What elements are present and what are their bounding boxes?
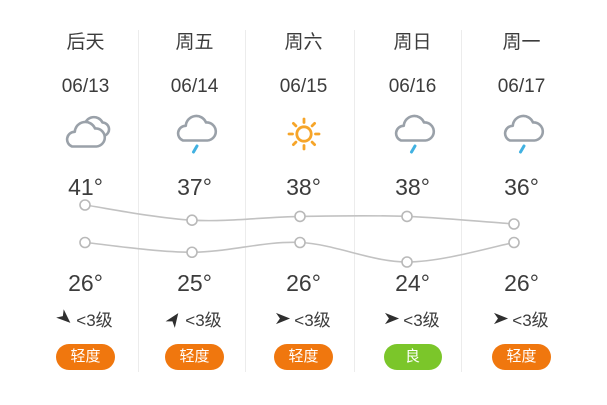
wind-strength: <3级: [76, 310, 113, 330]
date-label: 06/13: [61, 76, 110, 97]
aqi-badge[interactable]: 轻度: [492, 344, 551, 370]
wind-row: <3级: [385, 306, 440, 330]
day-label: 周六: [284, 32, 323, 53]
column-divider: [354, 30, 355, 372]
aqi-badge[interactable]: 良: [383, 344, 442, 370]
aqi-badge[interactable]: 轻度: [274, 344, 333, 370]
date-label: 06/14: [170, 76, 219, 97]
forecast-column-sunday[interactable]: 周日 06/16 38° 24° <3级 良: [358, 0, 467, 405]
high-temp: 37°: [177, 174, 212, 200]
high-temp: 38°: [395, 174, 430, 200]
column-divider: [138, 30, 139, 372]
day-label: 周五: [175, 32, 214, 53]
wind-row: <3级: [165, 306, 222, 330]
low-temp: 25°: [177, 270, 212, 296]
day-label: 周日: [393, 32, 432, 53]
wind-row: <3级: [276, 306, 331, 330]
light-rain-icon: [171, 111, 219, 157]
wind-direction-arrow-icon: [56, 308, 71, 323]
high-temp: 38°: [286, 174, 321, 200]
light-rain-icon: [498, 111, 546, 157]
high-temp: 36°: [504, 174, 539, 200]
date-label: 06/16: [388, 76, 437, 97]
date-label: 06/17: [497, 76, 546, 97]
low-temp: 26°: [504, 270, 539, 296]
cloudy-icon: [60, 111, 112, 157]
forecast-column-monday[interactable]: 周一 06/17 36° 26° <3级 轻度: [467, 0, 576, 405]
sunny-icon: [281, 111, 327, 157]
forecast-column-day-after-tomorrow[interactable]: 后天 06/13 41° 26° <3级 轻度: [31, 0, 140, 405]
wind-strength: <3级: [294, 310, 331, 330]
wind-row: <3级: [56, 306, 113, 330]
day-label: 后天: [66, 32, 105, 53]
wind-strength: <3级: [185, 310, 222, 330]
forecast-column-friday[interactable]: 周五 06/14 37° 25° <3级 轻度: [140, 0, 249, 405]
high-temp: 41°: [68, 174, 103, 200]
wind-direction-arrow-icon: [276, 312, 291, 324]
aqi-badge[interactable]: 轻度: [56, 344, 115, 370]
wind-direction-arrow-icon: [385, 312, 400, 324]
light-rain-icon: [389, 111, 437, 157]
wind-strength: <3级: [403, 310, 440, 330]
low-temp: 26°: [286, 270, 321, 296]
wind-direction-arrow-icon: [165, 312, 179, 328]
low-temp: 24°: [395, 270, 430, 296]
date-label: 06/15: [279, 76, 328, 97]
column-divider: [245, 30, 246, 372]
aqi-badge[interactable]: 轻度: [165, 344, 224, 370]
low-temp: 26°: [68, 270, 103, 296]
wind-row: <3级: [494, 306, 549, 330]
column-divider: [461, 30, 462, 372]
wind-direction-arrow-icon: [494, 312, 509, 324]
day-label: 周一: [502, 32, 541, 53]
temperature-trend-chart: [79, 199, 520, 268]
forecast-column-saturday[interactable]: 周六 06/15 38° 26° <3级: [249, 0, 358, 405]
wind-strength: <3级: [512, 310, 549, 330]
